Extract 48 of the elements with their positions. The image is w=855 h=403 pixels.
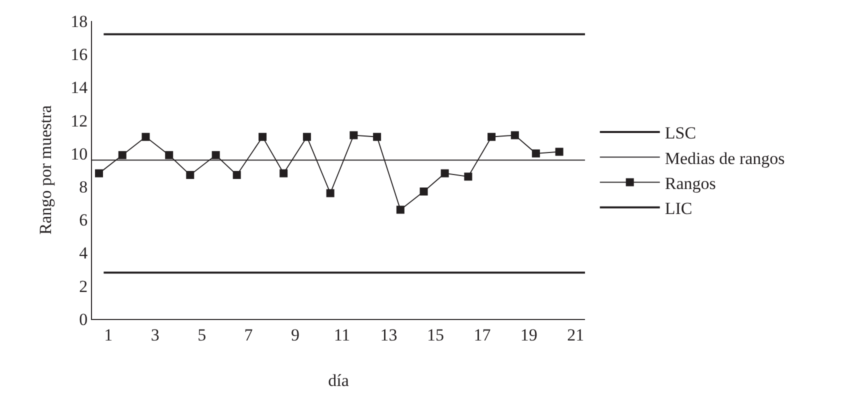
y-tick-label: 12 [70,111,88,130]
y-tick-label: 16 [70,45,88,64]
y-tick-label: 6 [79,210,88,230]
point [532,149,540,158]
point [350,131,358,140]
point [95,169,104,178]
point [142,132,150,141]
y-axis-title: Rango por muestra [36,104,56,235]
point [420,188,428,196]
point [396,206,404,214]
point [464,172,472,181]
point [326,189,334,198]
x-tick-label: 5 [198,325,206,344]
point [440,169,449,178]
point [165,151,174,160]
point [373,132,382,141]
x-tick-label: 7 [244,325,254,344]
x-tick-label: 21 [567,325,584,344]
point [118,151,126,160]
y-tick-label: 4 [79,244,88,263]
x-tick-label: 13 [380,325,398,344]
point [212,151,220,160]
point [258,132,267,141]
y-tick-label: 10 [70,144,88,164]
point [302,132,311,141]
x-tick-label: 19 [520,325,538,344]
y-tick-label: 8 [79,178,88,197]
y-tick-label: 0 [79,310,88,329]
legend-label: Rangos [664,174,716,193]
y-tick-label: 18 [70,12,88,31]
point [232,170,241,179]
x-tick-label: 11 [334,325,350,344]
y-tick-label: 14 [70,78,88,98]
x-tick-label: 9 [291,325,300,344]
point [186,170,194,179]
legend-label: LIC [664,198,692,218]
point [280,169,288,178]
x-tick-label: 3 [150,325,160,344]
legend-label: LSC [664,124,696,143]
x-tick-label: 15 [426,325,444,344]
x-tick-label: 17 [474,325,492,344]
point [488,132,496,141]
point [510,131,519,140]
point [555,148,564,156]
x-tick-label: 1 [104,325,113,344]
y-tick-label: 2 [79,276,88,296]
x-axis-title: día [328,370,350,390]
legend-label: Medias de rangos [664,148,785,168]
